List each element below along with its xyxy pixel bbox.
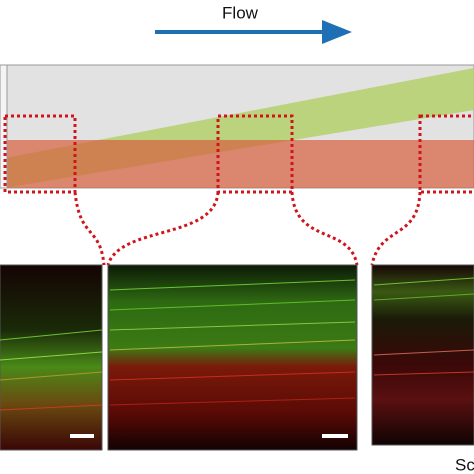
channel-inlet (0, 64, 8, 189)
scale-bar (322, 434, 348, 438)
micrograph-left (0, 264, 103, 451)
streaks (0, 277, 474, 411)
flow-label: Flow (222, 3, 259, 22)
micrograph-right (371, 264, 474, 446)
micrograph-middle (107, 264, 358, 451)
red-stream (5, 140, 474, 188)
zoom-boxes (3, 114, 474, 266)
scale-label: Sc (455, 455, 474, 474)
scale-bar (70, 434, 94, 438)
flow-arrowhead (322, 20, 352, 44)
